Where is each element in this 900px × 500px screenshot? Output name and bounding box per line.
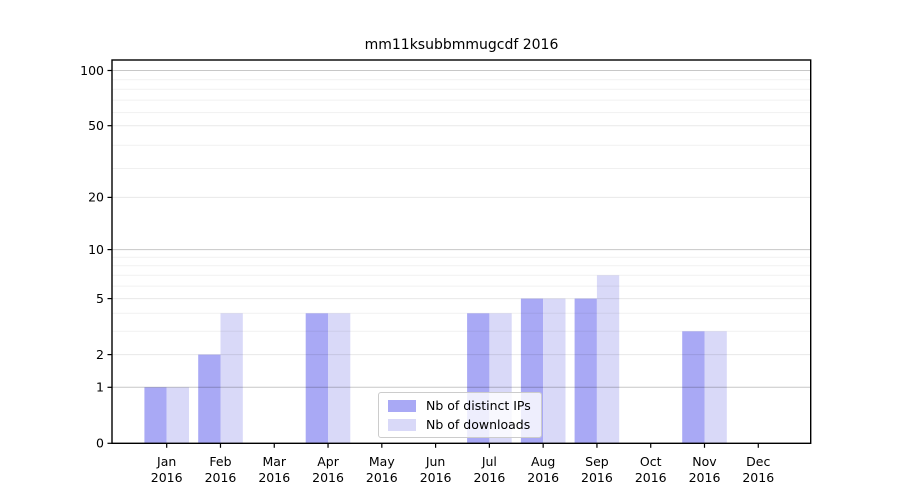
legend-item-downloads: Nb of downloads <box>388 417 541 432</box>
x-tick-label: Jun 2016 <box>420 454 452 485</box>
x-tick-label: May 2016 <box>366 454 398 485</box>
x-tick-label: Jul 2016 <box>473 454 505 485</box>
bar-distinct-ips-nov <box>682 331 705 444</box>
plot-border <box>111 59 812 444</box>
legend-item-distinct-ips: Nb of distinct IPs <box>388 398 541 413</box>
legend-swatch-downloads <box>388 418 416 431</box>
y-tick-label: 20 <box>88 190 104 205</box>
legend-label-distinct-ips: Nb of distinct IPs <box>426 398 531 413</box>
bar-downloads-jan <box>166 387 189 444</box>
y-tick-label: 2 <box>96 347 104 362</box>
bar-downloads-feb <box>220 313 243 444</box>
bar-distinct-ips-sep <box>574 298 597 444</box>
y-tick-label: 5 <box>96 291 104 306</box>
x-tick-label: Jan 2016 <box>151 454 183 485</box>
chart-title: mm11ksubbmmugcdf 2016 <box>364 37 559 53</box>
bar-downloads-sep <box>596 275 620 444</box>
y-tick-label: 10 <box>88 242 104 257</box>
x-tick-label: Dec 2016 <box>742 454 774 485</box>
bar-distinct-ips-jan <box>144 387 167 444</box>
bar-downloads-nov <box>704 331 727 444</box>
x-tick-label: Mar 2016 <box>258 454 290 485</box>
x-tick-label: Aug 2016 <box>527 454 559 485</box>
x-tick-label: Feb 2016 <box>205 454 237 485</box>
bar-downloads-apr <box>328 313 351 444</box>
x-tick-label: Nov 2016 <box>689 454 721 485</box>
bar-downloads-aug <box>543 298 566 444</box>
y-tick-label: 100 <box>80 63 104 78</box>
bar-distinct-ips-feb <box>198 354 221 444</box>
legend-swatch-distinct-ips <box>388 399 416 412</box>
y-tick-label: 1 <box>96 380 104 395</box>
x-tick-label: Oct 2016 <box>635 454 667 485</box>
y-tick-label: 50 <box>88 118 104 133</box>
x-tick-label: Apr 2016 <box>312 454 344 485</box>
y-tick-label: 0 <box>96 436 104 451</box>
legend: Nb of distinct IPs Nb of downloads <box>378 392 542 438</box>
x-tick-label: Sep 2016 <box>581 454 613 485</box>
bar-distinct-ips-apr <box>305 313 328 444</box>
legend-label-downloads: Nb of downloads <box>426 417 531 432</box>
